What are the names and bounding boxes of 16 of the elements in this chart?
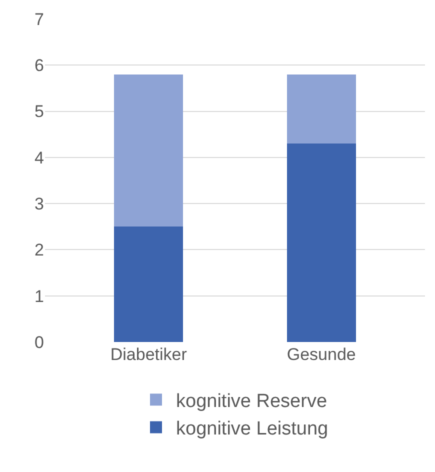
y-tick-label: 4 [34,148,44,168]
bar [114,226,184,342]
x-tick-label: Gesunde [286,345,356,364]
y-tick-label: 7 [34,10,44,29]
y-tick-label: 0 [34,332,44,352]
x-tick-label: Diabetiker [110,345,188,364]
y-tick-label: 5 [34,102,44,122]
y-tick-label: 3 [34,194,44,214]
y-tick-label: 1 [34,286,44,306]
y-tick-label: 2 [34,240,44,260]
bar [286,144,356,342]
bar [114,74,184,227]
legend-label: kognitive Reserve [176,391,328,412]
y-tick-label: 6 [34,56,44,76]
legend-label: kognitive Leistung [176,418,328,440]
bar [286,74,356,144]
